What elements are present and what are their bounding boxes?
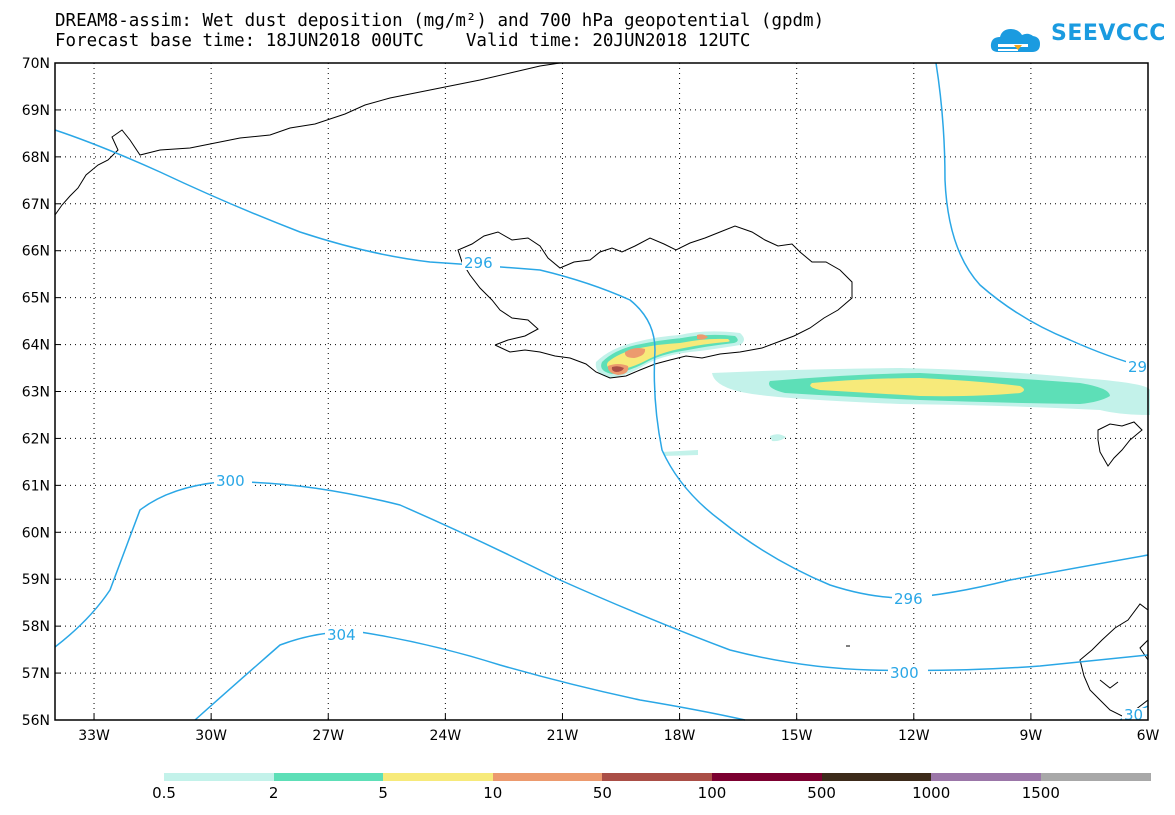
lat-label: 65N [22, 291, 50, 307]
contour-label-296-south: 296 [894, 590, 923, 608]
lon-label: 12W [898, 728, 930, 744]
lat-label: 57N [22, 666, 50, 682]
lat-label: 60N [22, 525, 50, 541]
colorbar-segment [273, 773, 384, 781]
colorbar-label: 5 [378, 784, 388, 802]
latitude-axis: 70N 69N 68N 67N 66N 65N 64N 63N 62N 61N 60N 59N 58N 5… [22, 56, 61, 729]
lat-label: 58N [22, 619, 50, 635]
lat-label: 63N [22, 385, 50, 401]
colorbar-label: 0.5 [152, 784, 176, 802]
lon-label: 21W [547, 728, 579, 744]
colorbar-label: 50 [592, 784, 612, 802]
contour-label-30-east: 30 [1124, 706, 1143, 724]
lon-label: 18W [664, 728, 696, 744]
lat-label: 64N [22, 338, 50, 354]
colorbar-label: 10 [483, 784, 503, 802]
colorbar-segment [383, 773, 494, 781]
colorbar-segment [602, 773, 713, 781]
lat-label: 61N [22, 478, 50, 494]
lat-label: 59N [22, 572, 50, 588]
dust-plume-ocean [662, 368, 1150, 456]
colorbar-label: 2 [268, 784, 279, 802]
lat-label: 70N [22, 56, 50, 72]
contour-label-300-west: 300 [216, 472, 245, 490]
lat-label: 62N [22, 431, 50, 447]
lat-label: 69N [22, 103, 50, 119]
map-title: DREAM8-assim: Wet dust deposition (mg/m²… [55, 11, 825, 31]
colorbar-segment [931, 773, 1042, 781]
lon-label: 30W [195, 728, 227, 744]
colorbar-label: 1500 [1021, 784, 1060, 802]
colorbar-segment [1040, 773, 1151, 781]
dust-plume-iceland [595, 331, 744, 378]
lon-label: 33W [78, 728, 110, 744]
colorbar-label: 500 [807, 784, 836, 802]
colorbar-segment [712, 773, 823, 781]
lat-label: 66N [22, 244, 50, 260]
contour-label-300-east: 300 [890, 664, 919, 682]
cloud-logo-icon [990, 29, 1040, 52]
lon-label: 9W [1020, 728, 1043, 744]
lon-label: 24W [430, 728, 462, 744]
coastlines [54, 62, 1149, 717]
contour-label-296-north: 296 [464, 254, 493, 272]
longitude-axis: 33W 30W 27W 24W 21W 18W 15W 12W 9W 6W [78, 714, 1160, 744]
lat-label: 67N [22, 197, 50, 213]
colorbar-segment [492, 773, 603, 781]
logo-text: SEEVCCC [1051, 21, 1166, 46]
lon-label: 15W [781, 728, 813, 744]
map-subtitle: Forecast base time: 18JUN2018 00UTC Vali… [55, 31, 751, 51]
colorbar-label: 100 [697, 784, 727, 802]
lon-label: 27W [312, 728, 344, 744]
contour-label-304: 304 [327, 626, 356, 644]
lat-label: 56N [22, 713, 50, 729]
colorbar-segment [821, 773, 932, 781]
lat-label: 68N [22, 150, 50, 166]
contour-labels: 296 300 304 296 300 29 30 [214, 254, 1148, 724]
contour-label-29-east: 29 [1128, 358, 1147, 376]
colorbar-segment [164, 773, 275, 781]
colorbar-label: 1000 [912, 784, 951, 802]
lon-label: 6W [1137, 728, 1160, 744]
